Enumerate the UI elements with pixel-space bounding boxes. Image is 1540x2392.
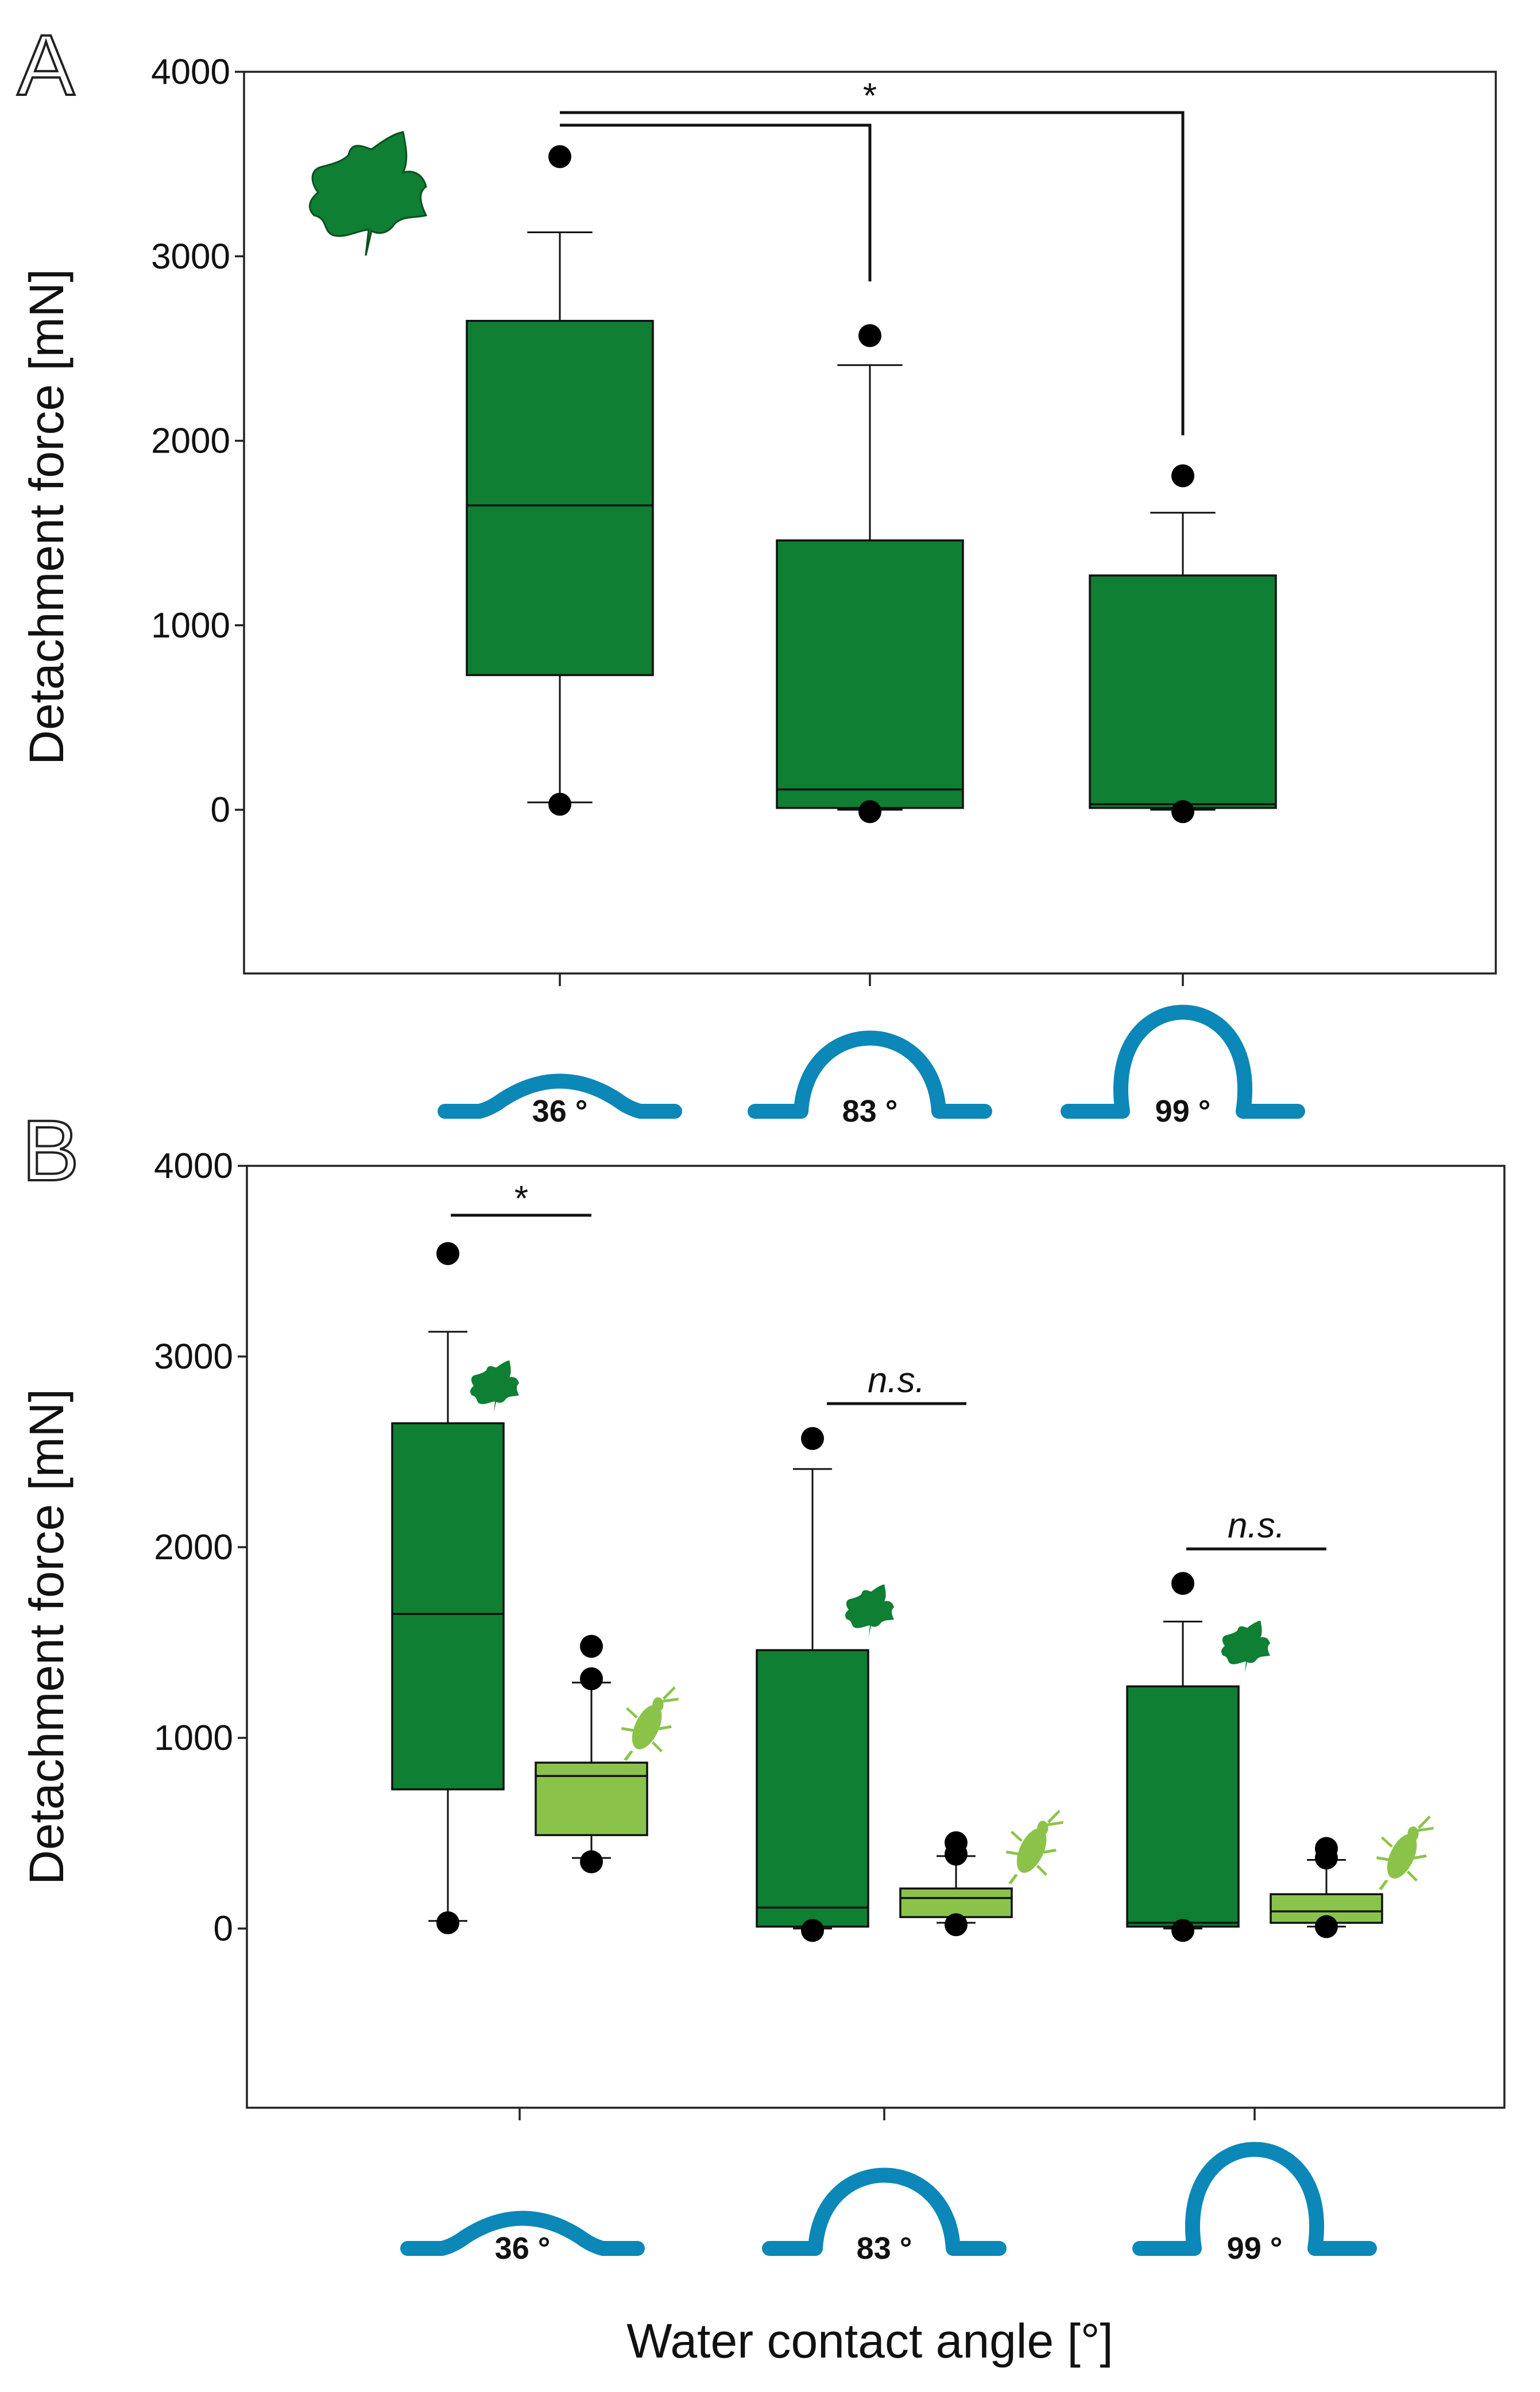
outlier-point-insect-1 bbox=[945, 1842, 968, 1866]
y-tick-label: 0 bbox=[214, 1909, 233, 1949]
panel-a-x-axis bbox=[559, 973, 1184, 986]
insect-icon-36 bbox=[621, 1686, 679, 1761]
panel-a-letter: A bbox=[17, 17, 75, 113]
panel-a-y-axis: 0 1000 2000 3000 4000 bbox=[151, 52, 244, 830]
y-tick-label: 3000 bbox=[151, 237, 230, 276]
droplet-icon bbox=[400, 2211, 645, 2256]
y-tick-label: 1000 bbox=[154, 1718, 233, 1758]
sig-label-99: n.s. bbox=[1228, 1506, 1285, 1545]
contact-angle-label: 36 ° bbox=[532, 1094, 588, 1129]
sig-label-36: * bbox=[514, 1179, 528, 1219]
panel-a-significance: * bbox=[560, 76, 1185, 435]
droplet-icon bbox=[1061, 1004, 1305, 1119]
insect-icon-99 bbox=[1376, 1815, 1434, 1890]
outlier-point-leaf-2 bbox=[1171, 1572, 1194, 1595]
outlier-point-insect-1 bbox=[945, 1913, 968, 1937]
box-leaf-0 bbox=[391, 1422, 505, 1791]
ivy-leaf-icon bbox=[308, 131, 427, 257]
droplet-icon bbox=[1132, 2142, 1377, 2256]
panel-b-significance: * n.s. n.s. bbox=[451, 1179, 1326, 1551]
y-tick-label: 1000 bbox=[151, 606, 230, 646]
leaf-icon-36 bbox=[470, 1360, 519, 1413]
outlier-point-leaf-1 bbox=[858, 800, 881, 824]
bracket-36-83 bbox=[560, 123, 872, 281]
bracket-star-label: * bbox=[863, 76, 877, 116]
panel-b-x-axis bbox=[519, 2108, 1256, 2120]
droplet-icon bbox=[748, 1030, 992, 1119]
panel-b-boxes bbox=[391, 1242, 1383, 1942]
box-insect-2 bbox=[1270, 1893, 1383, 1924]
insect-icon-83 bbox=[1006, 1810, 1063, 1884]
box-leaf-1 bbox=[776, 539, 964, 809]
box-insect-0 bbox=[535, 1761, 648, 1837]
panel-b: B 0 1000 2000 3000 4000 Detachment force [mN… bbox=[20, 1101, 1506, 2120]
panel-b-ylabel: Detachment force [mN] bbox=[20, 1389, 73, 1885]
box-leaf-2 bbox=[1089, 574, 1277, 809]
leaf-icon-99 bbox=[1221, 1620, 1270, 1673]
outlier-point-insect-0 bbox=[580, 1667, 603, 1691]
outlier-point-insect-0 bbox=[580, 1850, 603, 1873]
outlier-point-leaf-0 bbox=[436, 1242, 459, 1265]
panel-a-contact-angle-row: 36 ° 83 ° 99 ° bbox=[438, 1004, 1305, 1129]
contact-angle-label: 99 ° bbox=[1227, 2231, 1283, 2266]
droplet-icon bbox=[438, 1073, 682, 1119]
outlier-point-insect-2 bbox=[1315, 1846, 1338, 1870]
outlier-point-leaf-1 bbox=[801, 1919, 824, 1942]
panel-b-y-axis: 0 1000 2000 3000 4000 bbox=[154, 1146, 247, 1949]
outlier-point-leaf-0 bbox=[548, 793, 571, 816]
panel-b-contact-angle-row: 36 ° 83 ° 99 ° bbox=[400, 2142, 1377, 2266]
y-tick-label: 2000 bbox=[154, 1528, 233, 1567]
outlier-point-leaf-0 bbox=[436, 1911, 459, 1935]
outlier-point-leaf-1 bbox=[858, 324, 881, 347]
outlier-point-insect-0 bbox=[580, 1634, 603, 1658]
outlier-point-leaf-0 bbox=[548, 145, 571, 168]
y-tick-label: 2000 bbox=[151, 422, 230, 461]
outlier-point-leaf-2 bbox=[1171, 1919, 1194, 1942]
outlier-point-leaf-2 bbox=[1171, 800, 1194, 824]
panel-b-letter: B bbox=[22, 1102, 79, 1199]
box-leaf-1 bbox=[756, 1649, 869, 1928]
panel-b-frame bbox=[246, 1165, 1506, 2109]
x-axis-title: Water contact angle [°] bbox=[626, 2314, 1113, 2368]
contact-angle-label: 83 ° bbox=[857, 2231, 912, 2266]
contact-angle-label: 99 ° bbox=[1155, 1094, 1211, 1129]
box-insect-1 bbox=[899, 1887, 1013, 1918]
box-leaf-2 bbox=[1126, 1685, 1240, 1928]
outlier-point-leaf-2 bbox=[1171, 464, 1194, 488]
y-tick-label: 0 bbox=[211, 790, 230, 830]
bracket-36-99 bbox=[560, 111, 1185, 435]
droplet-icon bbox=[762, 2167, 1007, 2256]
y-tick-label: 3000 bbox=[154, 1337, 233, 1377]
y-tick-label: 4000 bbox=[151, 52, 230, 92]
contact-angle-label: 83 ° bbox=[842, 1094, 898, 1129]
sig-label-83: n.s. bbox=[868, 1361, 925, 1400]
panel-a: A 0 1000 2000 3000 4000 Detachment force [mN… bbox=[16, 16, 1497, 986]
y-tick-label: 4000 bbox=[154, 1146, 233, 1186]
contact-angle-label: 36 ° bbox=[495, 2231, 551, 2266]
panel-a-boxes bbox=[466, 145, 1277, 824]
panel-a-ylabel: Detachment force [mN] bbox=[20, 269, 73, 765]
box-leaf-0 bbox=[466, 319, 654, 677]
outlier-point-insect-2 bbox=[1315, 1915, 1338, 1938]
outlier-point-leaf-1 bbox=[801, 1427, 824, 1450]
leaf-icon-83 bbox=[845, 1584, 894, 1637]
